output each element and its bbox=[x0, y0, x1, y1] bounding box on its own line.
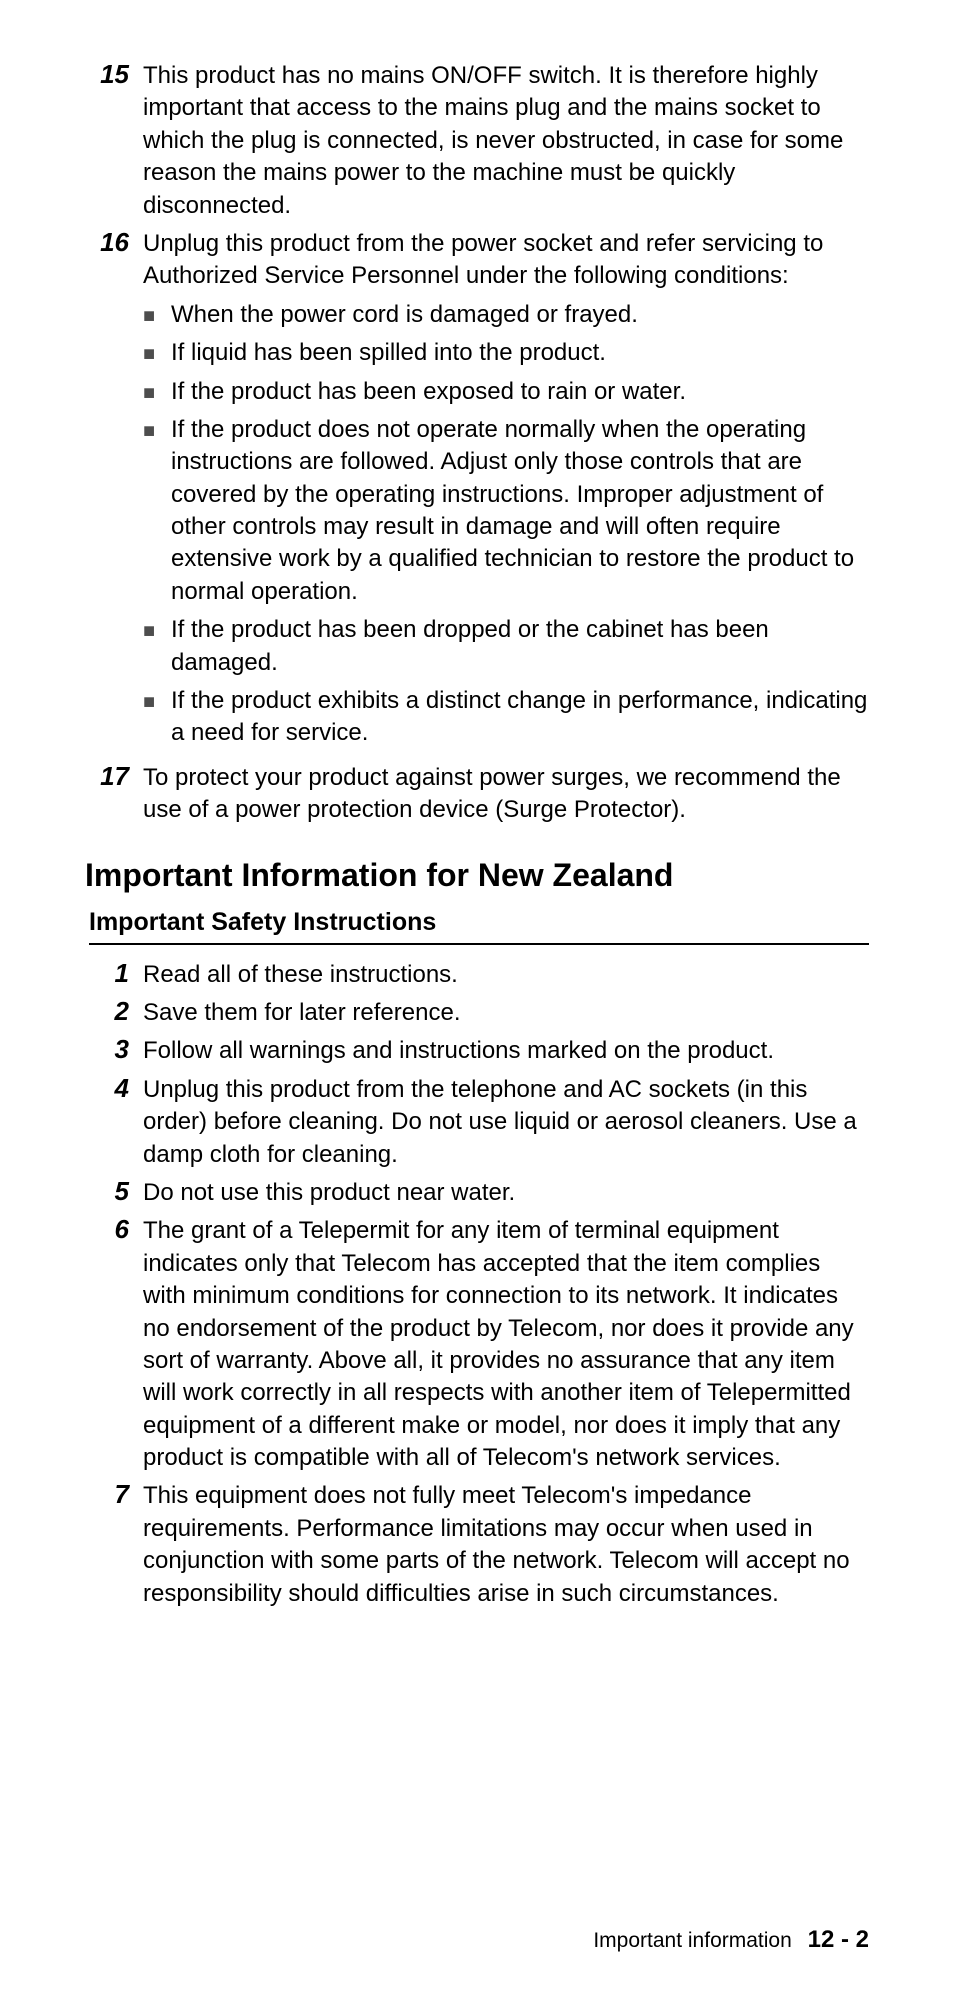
bullet-item: ■If the product has been dropped or the … bbox=[143, 614, 869, 679]
list-item: 5Do not use this product near water. bbox=[85, 1177, 869, 1209]
list-item: 17To protect your product against power … bbox=[85, 762, 869, 827]
list-item-text: Follow all warnings and instructions mar… bbox=[143, 1035, 869, 1067]
bullet-text: If the product exhibits a distinct chang… bbox=[171, 685, 869, 750]
bullet-item: ■If the product has been exposed to rain… bbox=[143, 376, 869, 408]
list-number: 16 bbox=[85, 226, 143, 259]
list-item-text: Unplug this product from the telephone a… bbox=[143, 1074, 869, 1171]
page-footer: Important information 12 - 2 bbox=[593, 1926, 869, 1954]
list-item-text: The grant of a Telepermit for any item o… bbox=[143, 1215, 869, 1474]
list-item-body: This product has no mains ON/OFF switch.… bbox=[143, 60, 869, 222]
bullet-text: If the product has been exposed to rain … bbox=[171, 376, 869, 408]
list-item: 1Read all of these instructions. bbox=[85, 959, 869, 991]
numbered-list-2: 1Read all of these instructions.2Save th… bbox=[85, 959, 869, 1610]
bullet-text: When the power cord is damaged or frayed… bbox=[171, 299, 869, 331]
bullet-list: ■When the power cord is damaged or fraye… bbox=[143, 299, 869, 750]
list-item: 15This product has no mains ON/OFF switc… bbox=[85, 60, 869, 222]
list-number: 6 bbox=[85, 1213, 143, 1246]
section-heading: Important Information for New Zealand bbox=[85, 857, 869, 894]
sub-heading: Important Safety Instructions bbox=[89, 908, 869, 945]
square-bullet-icon: ■ bbox=[143, 376, 171, 407]
list-item: 16Unplug this product from the power soc… bbox=[85, 228, 869, 756]
list-item-text: Do not use this product near water. bbox=[143, 1177, 869, 1209]
list-item-text: To protect your product against power su… bbox=[143, 762, 869, 827]
list-item-body: Unplug this product from the power socke… bbox=[143, 228, 869, 756]
list-number: 3 bbox=[85, 1033, 143, 1066]
square-bullet-icon: ■ bbox=[143, 337, 171, 368]
bullet-item: ■If liquid has been spilled into the pro… bbox=[143, 337, 869, 369]
bullet-item: ■When the power cord is damaged or fraye… bbox=[143, 299, 869, 331]
numbered-list-1: 15This product has no mains ON/OFF switc… bbox=[85, 60, 869, 827]
bullet-item: ■If the product exhibits a distinct chan… bbox=[143, 685, 869, 750]
list-item-body: Follow all warnings and instructions mar… bbox=[143, 1035, 869, 1067]
square-bullet-icon: ■ bbox=[143, 414, 171, 445]
list-item-body: Do not use this product near water. bbox=[143, 1177, 869, 1209]
list-item: 4Unplug this product from the telephone … bbox=[85, 1074, 869, 1171]
list-item: 6The grant of a Telepermit for any item … bbox=[85, 1215, 869, 1474]
list-number: 7 bbox=[85, 1478, 143, 1511]
list-item: 7This equipment does not fully meet Tele… bbox=[85, 1480, 869, 1610]
bullet-text: If the product has been dropped or the c… bbox=[171, 614, 869, 679]
list-item-body: Unplug this product from the telephone a… bbox=[143, 1074, 869, 1171]
list-number: 2 bbox=[85, 995, 143, 1028]
document-page: 15This product has no mains ON/OFF switc… bbox=[0, 0, 954, 2006]
list-item-text: Unplug this product from the power socke… bbox=[143, 228, 869, 293]
square-bullet-icon: ■ bbox=[143, 685, 171, 716]
bullet-item: ■If the product does not operate normall… bbox=[143, 414, 869, 608]
list-item-text: Save them for later reference. bbox=[143, 997, 869, 1029]
footer-page-number: 12 - 2 bbox=[808, 1926, 869, 1953]
list-item-body: To protect your product against power su… bbox=[143, 762, 869, 827]
square-bullet-icon: ■ bbox=[143, 614, 171, 645]
square-bullet-icon: ■ bbox=[143, 299, 171, 330]
list-item-body: This equipment does not fully meet Telec… bbox=[143, 1480, 869, 1610]
list-item-body: Save them for later reference. bbox=[143, 997, 869, 1029]
list-number: 17 bbox=[85, 760, 143, 793]
list-item: 3Follow all warnings and instructions ma… bbox=[85, 1035, 869, 1067]
list-item-body: Read all of these instructions. bbox=[143, 959, 869, 991]
list-item-body: The grant of a Telepermit for any item o… bbox=[143, 1215, 869, 1474]
list-number: 15 bbox=[85, 58, 143, 91]
footer-label: Important information bbox=[593, 1929, 791, 1952]
list-item-text: Read all of these instructions. bbox=[143, 959, 869, 991]
bullet-text: If the product does not operate normally… bbox=[171, 414, 869, 608]
list-item-text: This equipment does not fully meet Telec… bbox=[143, 1480, 869, 1610]
list-number: 4 bbox=[85, 1072, 143, 1105]
bullet-text: If liquid has been spilled into the prod… bbox=[171, 337, 869, 369]
list-item: 2Save them for later reference. bbox=[85, 997, 869, 1029]
list-number: 1 bbox=[85, 957, 143, 990]
list-number: 5 bbox=[85, 1175, 143, 1208]
list-item-text: This product has no mains ON/OFF switch.… bbox=[143, 60, 869, 222]
